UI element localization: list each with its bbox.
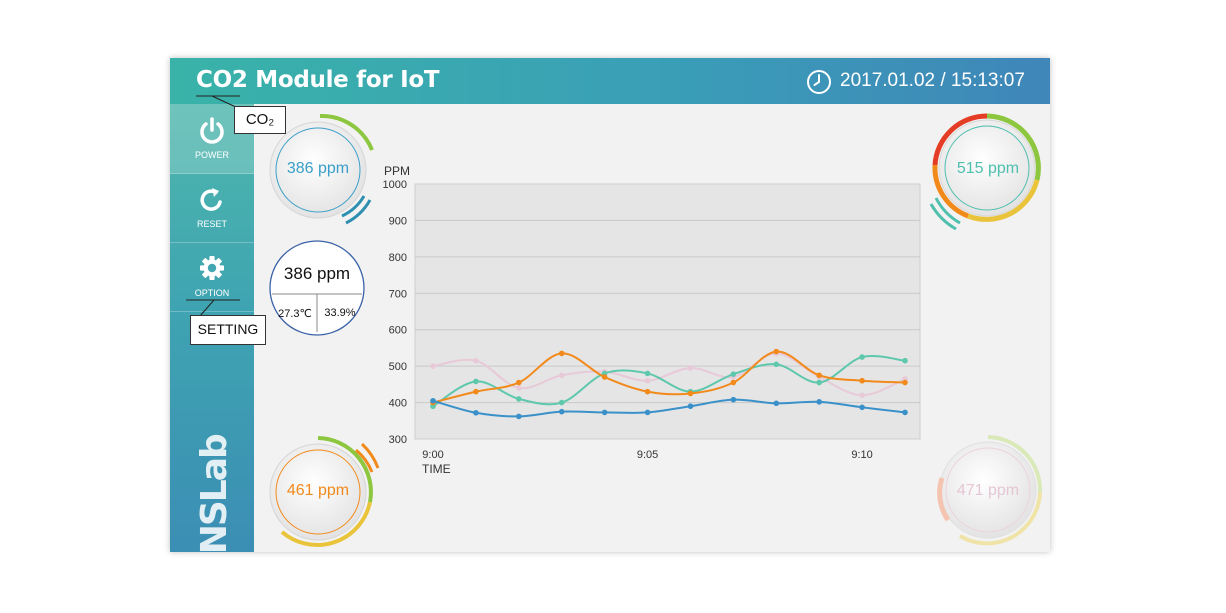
info-humidity: 33.9% bbox=[324, 307, 356, 319]
series-point bbox=[902, 357, 908, 364]
ppm-line-chart: 1000 900 800 700 600 500 400 300 9:00 9:05 9:10 P… bbox=[383, 164, 921, 476]
series-point bbox=[558, 372, 565, 379]
datetime-display: 2017.01.02 / 15:13:07 bbox=[840, 70, 1025, 91]
series-point bbox=[516, 385, 522, 391]
chart-grid bbox=[415, 219, 920, 404]
chart-y-ticks: 1000 900 800 700 600 500 400 300 bbox=[383, 179, 407, 446]
y-tick-label: 600 bbox=[389, 325, 407, 337]
series-point bbox=[859, 377, 865, 384]
info-panel bbox=[269, 240, 365, 336]
x-tick-label: 9:10 bbox=[851, 449, 872, 461]
series-point bbox=[859, 354, 865, 360]
series-point bbox=[473, 388, 479, 395]
y-tick-label: 400 bbox=[389, 398, 407, 410]
option-label: OPTION bbox=[194, 288, 230, 298]
chart-series bbox=[430, 348, 908, 420]
series-point bbox=[601, 409, 608, 416]
series-point bbox=[473, 409, 479, 416]
series-1 bbox=[430, 354, 908, 410]
gauge-bottom-right bbox=[937, 435, 1043, 546]
series-line bbox=[432, 350, 906, 404]
series-2 bbox=[430, 348, 908, 406]
chart-y-axis-label: PPM bbox=[384, 164, 410, 178]
gear-icon bbox=[200, 256, 224, 280]
series-point bbox=[644, 409, 651, 416]
reset-label: RESET bbox=[196, 219, 227, 229]
series-point bbox=[859, 392, 865, 399]
header-bar: CO2 Module for IoT 2017.01.02 / 15:13:07 bbox=[170, 58, 1050, 104]
option-button[interactable]: OPTION bbox=[170, 242, 254, 312]
callout-setting: SETTING bbox=[190, 315, 266, 345]
series-point bbox=[473, 357, 479, 364]
rnslab-logo: RNSLab bbox=[194, 434, 235, 552]
y-tick-label: 700 bbox=[389, 288, 407, 300]
series-line bbox=[432, 398, 906, 418]
chart-plot-area bbox=[414, 183, 921, 440]
series-point bbox=[644, 370, 651, 377]
series-point bbox=[687, 365, 694, 371]
y-tick-label: 800 bbox=[389, 252, 407, 264]
series-point bbox=[430, 397, 436, 404]
y-tick-label: 300 bbox=[389, 434, 407, 446]
series-point bbox=[859, 404, 865, 411]
series-line bbox=[432, 352, 906, 397]
series-point bbox=[430, 363, 436, 369]
clock-icon bbox=[807, 70, 831, 94]
y-tick-label: 900 bbox=[389, 215, 407, 227]
gauge-bottom-left bbox=[269, 436, 380, 547]
refresh-icon bbox=[200, 188, 222, 211]
series-3 bbox=[430, 396, 908, 420]
series-point bbox=[773, 361, 780, 368]
power-icon bbox=[200, 117, 224, 144]
series-point bbox=[516, 379, 522, 386]
power-label: POWER bbox=[194, 150, 229, 160]
info-temperature: 27.3℃ bbox=[278, 308, 312, 320]
brand-text: RNSLab bbox=[194, 434, 235, 552]
series-point bbox=[773, 348, 780, 355]
series-point bbox=[558, 399, 565, 406]
gauge-top-right bbox=[929, 113, 1041, 231]
series-point bbox=[902, 379, 908, 386]
series-point bbox=[730, 371, 737, 377]
gauge-top-right-value: 515 ppm bbox=[956, 160, 1020, 177]
x-tick-label: 9:05 bbox=[637, 449, 658, 461]
series-point bbox=[816, 399, 822, 405]
callout-co2: CO₂ bbox=[234, 106, 286, 134]
series-point bbox=[816, 379, 822, 386]
series-point bbox=[816, 372, 822, 379]
chart-x-axis-label: TIME bbox=[422, 462, 451, 476]
series-point bbox=[558, 408, 565, 415]
series-point bbox=[473, 378, 479, 385]
series-point bbox=[644, 388, 651, 395]
series-point bbox=[773, 400, 780, 407]
series-point bbox=[516, 396, 522, 402]
series-point bbox=[687, 390, 694, 397]
reset-button[interactable]: RESET bbox=[170, 173, 254, 243]
chart-x-ticks: 9:00 9:05 9:10 bbox=[422, 449, 873, 461]
x-tick-label: 9:00 bbox=[422, 449, 443, 461]
series-point bbox=[516, 413, 522, 420]
series-point bbox=[902, 409, 908, 416]
series-point bbox=[558, 350, 565, 357]
app-title: CO2 Module for IoT bbox=[196, 67, 440, 93]
gauge-top-left-value: 386 ppm bbox=[286, 160, 350, 177]
series-point bbox=[730, 396, 737, 403]
series-0 bbox=[430, 350, 908, 399]
series-point bbox=[730, 379, 737, 386]
gauge-bottom-left-value: 461 ppm bbox=[286, 482, 350, 499]
gauge-top-left bbox=[269, 113, 374, 225]
series-point bbox=[644, 377, 651, 384]
series-point bbox=[601, 374, 608, 380]
y-tick-label: 500 bbox=[389, 361, 407, 373]
series-line bbox=[432, 354, 906, 408]
series-point bbox=[687, 403, 694, 410]
info-ppm-value: 386 ppm bbox=[283, 264, 351, 283]
gauge-bottom-right-value: 471 ppm bbox=[956, 482, 1020, 499]
y-tick-label: 1000 bbox=[383, 179, 407, 191]
